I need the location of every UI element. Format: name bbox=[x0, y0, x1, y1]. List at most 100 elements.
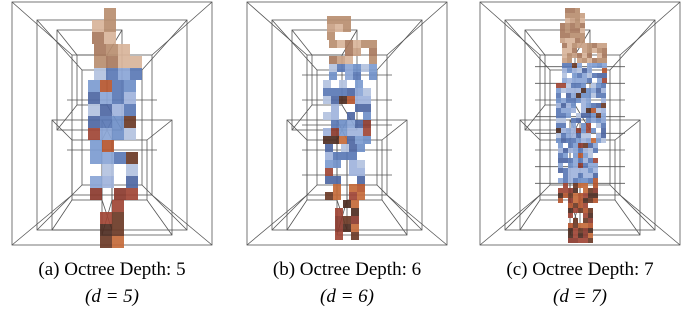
voxel bbox=[112, 236, 124, 248]
voxel bbox=[586, 108, 591, 113]
voxel bbox=[556, 113, 561, 118]
voxel bbox=[601, 138, 606, 143]
voxel bbox=[345, 40, 353, 48]
voxel bbox=[357, 168, 365, 176]
voxel bbox=[349, 144, 357, 152]
voxel bbox=[578, 208, 583, 213]
voxel bbox=[349, 160, 357, 168]
voxel bbox=[90, 140, 102, 152]
voxel bbox=[581, 103, 586, 108]
voxel bbox=[563, 188, 568, 193]
voxel bbox=[345, 72, 353, 80]
voxel bbox=[575, 38, 580, 43]
voxel bbox=[556, 128, 561, 133]
voxel bbox=[570, 28, 575, 33]
voxel bbox=[349, 152, 357, 160]
voxel bbox=[567, 63, 572, 68]
voxel bbox=[112, 80, 124, 92]
voxel bbox=[576, 133, 581, 138]
voxel bbox=[571, 118, 576, 123]
voxel bbox=[562, 73, 567, 78]
voxel bbox=[369, 40, 377, 48]
voxel bbox=[355, 80, 363, 88]
voxel bbox=[588, 193, 593, 198]
voxel bbox=[563, 173, 568, 178]
voxel bbox=[331, 120, 339, 128]
voxel bbox=[341, 152, 349, 160]
voxel bbox=[593, 173, 598, 178]
voxel bbox=[329, 40, 337, 48]
voxel bbox=[566, 128, 571, 133]
voxel bbox=[597, 73, 602, 78]
voxel bbox=[575, 28, 580, 33]
voxel bbox=[562, 58, 567, 63]
voxel bbox=[578, 163, 583, 168]
voxel bbox=[575, 8, 580, 13]
voxel bbox=[347, 112, 355, 120]
octree-edge bbox=[147, 120, 172, 140]
voxel bbox=[335, 216, 343, 224]
voxel bbox=[560, 33, 565, 38]
voxel bbox=[88, 128, 100, 140]
voxel bbox=[357, 160, 365, 168]
voxel bbox=[570, 8, 575, 13]
voxel bbox=[572, 63, 577, 68]
voxel bbox=[335, 224, 343, 232]
voxel bbox=[568, 223, 573, 228]
voxel bbox=[349, 184, 357, 192]
voxel bbox=[572, 78, 577, 83]
voxel bbox=[335, 232, 343, 240]
voxel bbox=[588, 213, 593, 218]
voxel bbox=[593, 158, 598, 163]
voxel bbox=[588, 223, 593, 228]
voxel bbox=[337, 40, 345, 48]
voxel bbox=[593, 143, 598, 148]
voxel bbox=[343, 216, 351, 224]
voxel bbox=[331, 104, 339, 112]
voxel bbox=[593, 193, 598, 198]
voxel bbox=[573, 233, 578, 238]
voxel bbox=[566, 83, 571, 88]
voxel bbox=[124, 128, 136, 140]
voxel bbox=[556, 118, 561, 123]
voxel bbox=[357, 144, 365, 152]
voxel bbox=[114, 152, 126, 164]
voxel bbox=[331, 88, 339, 96]
voxel bbox=[335, 16, 343, 24]
voxel bbox=[568, 203, 573, 208]
voxel bbox=[596, 133, 601, 138]
voxel bbox=[591, 103, 596, 108]
voxel bbox=[563, 193, 568, 198]
voxel bbox=[587, 43, 592, 48]
voxel bbox=[587, 48, 592, 53]
voxel bbox=[333, 184, 341, 192]
voxel bbox=[601, 128, 606, 133]
voxel bbox=[591, 88, 596, 93]
voxel bbox=[343, 200, 351, 208]
voxel bbox=[586, 88, 591, 93]
voxel bbox=[323, 128, 331, 136]
voxel bbox=[596, 123, 601, 128]
voxel bbox=[104, 8, 116, 20]
voxel bbox=[345, 56, 353, 64]
voxel bbox=[588, 158, 593, 163]
voxel bbox=[90, 188, 102, 200]
voxel bbox=[592, 43, 597, 48]
voxel bbox=[586, 123, 591, 128]
voxel bbox=[588, 163, 593, 168]
voxel bbox=[565, 33, 570, 38]
voxel bbox=[576, 83, 581, 88]
voxel bbox=[581, 108, 586, 113]
voxel bbox=[100, 104, 112, 116]
voxel bbox=[568, 173, 573, 178]
octree-edge bbox=[610, 185, 655, 230]
voxel bbox=[130, 56, 142, 68]
voxel bbox=[581, 133, 586, 138]
voxel bbox=[369, 48, 377, 56]
voxel bbox=[581, 123, 586, 128]
voxel bbox=[323, 96, 331, 104]
voxel bbox=[583, 238, 588, 243]
voxel bbox=[563, 148, 568, 153]
voxel bbox=[583, 163, 588, 168]
voxel bbox=[596, 113, 601, 118]
